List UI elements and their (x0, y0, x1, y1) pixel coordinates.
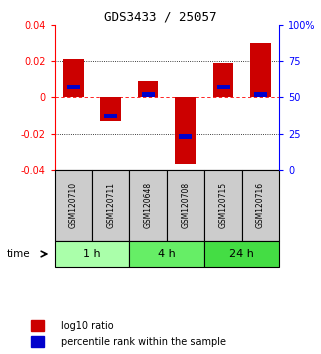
Text: 4 h: 4 h (158, 249, 176, 259)
Text: log10 ratio: log10 ratio (61, 321, 114, 331)
Bar (179, 134, 192, 139)
Bar (204, 170, 242, 241)
Bar (100, 97, 121, 121)
Text: GSM120708: GSM120708 (181, 182, 190, 228)
Text: GDS3433 / 25057: GDS3433 / 25057 (104, 10, 217, 23)
Bar (242, 170, 279, 241)
Text: GSM120710: GSM120710 (69, 182, 78, 228)
Bar (129, 241, 204, 267)
Bar (63, 59, 83, 97)
Bar (213, 63, 233, 97)
Text: time: time (6, 249, 30, 259)
Bar (204, 241, 279, 267)
Bar (217, 85, 230, 90)
Bar (104, 114, 117, 119)
Bar (138, 81, 159, 97)
Text: GSM120711: GSM120711 (106, 182, 115, 228)
Bar (250, 43, 271, 97)
Bar (142, 92, 155, 97)
Bar (92, 170, 129, 241)
Text: percentile rank within the sample: percentile rank within the sample (61, 337, 226, 347)
Text: GSM120715: GSM120715 (219, 182, 228, 228)
Bar (254, 92, 267, 97)
Bar (55, 170, 92, 241)
Text: GSM120648: GSM120648 (144, 182, 153, 228)
Text: GSM120716: GSM120716 (256, 182, 265, 228)
Bar (129, 170, 167, 241)
Bar (31, 320, 44, 331)
Bar (67, 85, 80, 90)
Bar (167, 170, 204, 241)
Bar (175, 97, 196, 165)
Text: 24 h: 24 h (230, 249, 254, 259)
Text: 1 h: 1 h (83, 249, 101, 259)
Bar (31, 336, 44, 347)
Bar (55, 241, 129, 267)
